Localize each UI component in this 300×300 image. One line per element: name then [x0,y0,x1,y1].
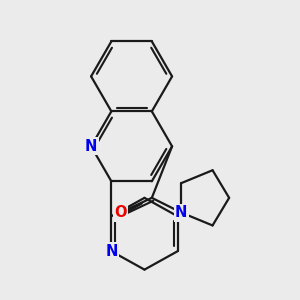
Text: N: N [105,244,118,259]
Text: N: N [175,205,188,220]
Text: N: N [85,139,97,154]
Text: O: O [114,205,127,220]
